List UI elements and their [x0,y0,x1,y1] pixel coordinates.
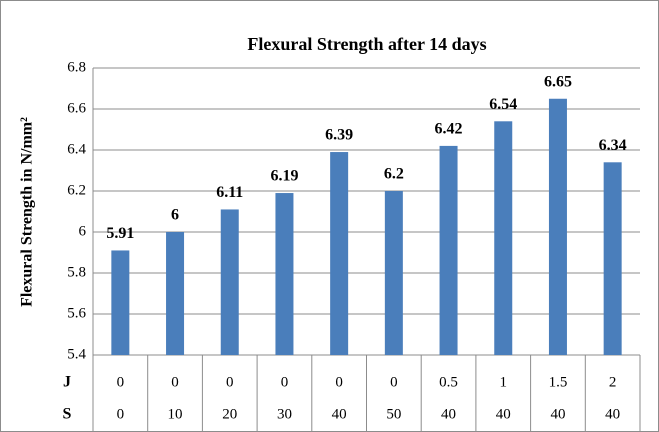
bar [220,209,239,355]
bar [603,162,622,355]
bar [439,145,458,355]
row-header: S [63,406,72,423]
data-label: 6.19 [270,168,298,185]
category-label: 0.5 [439,374,458,390]
category-label: 0 [335,374,343,390]
category-label: 10 [168,406,183,422]
category-label: 1.5 [549,374,568,390]
bar [494,121,513,355]
y-tick-label: 5.4 [67,346,86,362]
bar [548,98,567,355]
y-tick-label: 5.6 [67,305,86,321]
category-label: 0 [281,374,289,390]
category-label: 0 [117,374,125,390]
bar [330,152,349,355]
chart-title: Flexural Strength after 14 days [247,34,486,54]
category-label: 40 [496,406,511,422]
category-label: 40 [441,406,456,422]
data-label: 6.65 [544,73,572,90]
bar [111,250,130,355]
y-tick-label: 6.8 [67,59,86,75]
y-tick-label: 6.2 [67,182,86,198]
y-axis-label: Flexural Strength in N/mm² [19,117,36,307]
category-label: 40 [550,406,565,422]
data-label: 6.34 [599,137,627,154]
bar [384,191,403,355]
data-label: 6.2 [384,166,404,183]
category-label: 0 [117,406,125,422]
category-label: 50 [386,406,401,422]
y-tick-label: 6 [79,223,87,239]
data-label: 6.39 [325,127,353,144]
data-label: 6.11 [216,184,243,201]
bar [275,193,294,355]
category-label: 0 [171,374,179,390]
y-tick-label: 5.8 [67,264,86,280]
category-label: 30 [277,406,292,422]
data-label: 6.54 [489,96,517,113]
category-label: 40 [605,406,620,422]
y-tick-label: 6.6 [67,100,86,116]
data-label: 6 [171,207,179,224]
category-label: 40 [332,406,347,422]
bar [166,232,185,355]
data-label: 6.42 [435,121,463,138]
category-label: 0 [390,374,398,390]
category-label: 1 [500,374,508,390]
category-label: 20 [222,406,237,422]
row-header: J [63,374,71,391]
category-label: 0 [226,374,234,390]
y-tick-label: 6.4 [67,141,86,157]
category-label: 2 [609,374,617,390]
data-label: 5.91 [106,225,134,242]
